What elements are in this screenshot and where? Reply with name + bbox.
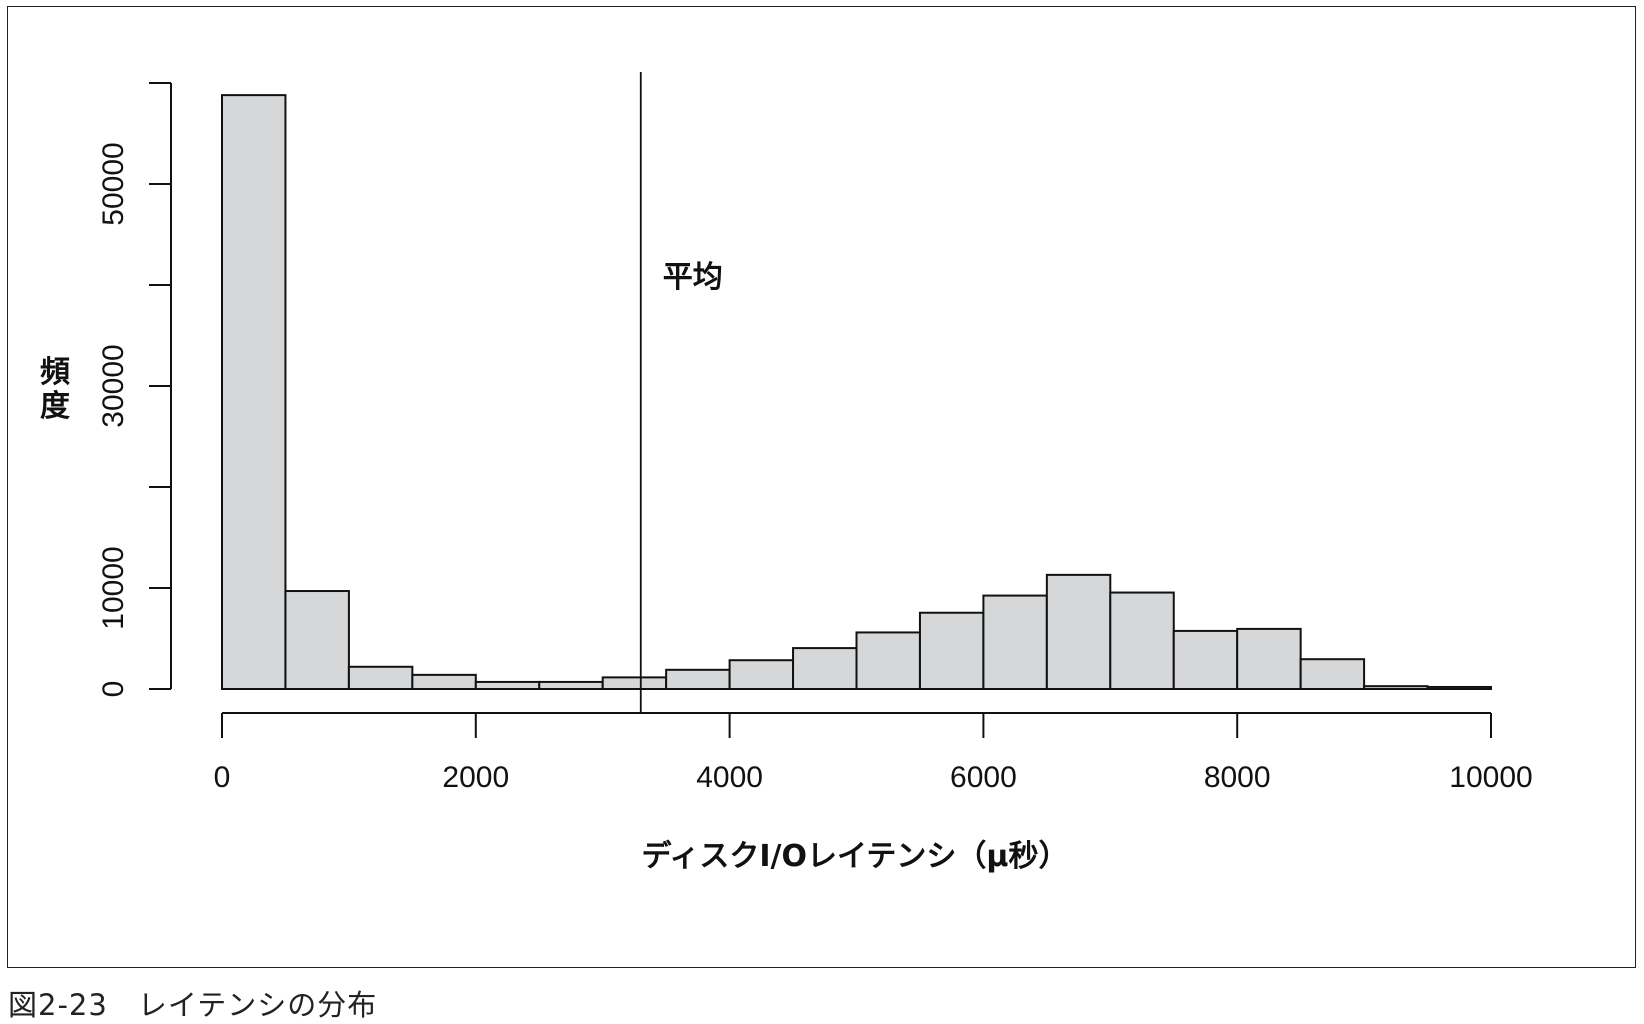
x-tick-label: 8000 [1204, 761, 1271, 794]
histogram-chart: 平均 0 2000 4000 6000 8000 10000 0 10000 30000 500… [40, 72, 1533, 874]
x-tick-label: 0 [214, 761, 231, 794]
y-axis: 0 10000 30000 50000 [97, 82, 172, 698]
histogram-bar [1299, 658, 1366, 691]
histogram-bar [411, 673, 477, 690]
histogram-bar [284, 590, 350, 691]
histogram-bar [665, 668, 731, 690]
histogram-bar [221, 94, 287, 691]
histogram-bar [728, 659, 795, 691]
histogram-bar [1045, 573, 1112, 690]
x-axis: 0 2000 4000 6000 8000 10000 [214, 712, 1533, 794]
histogram-bar [792, 647, 858, 690]
x-tick-label: 10000 [1449, 761, 1532, 794]
histogram-bar [1426, 685, 1493, 690]
histogram-bar [1172, 629, 1239, 690]
y-tick-label: 50000 [97, 142, 130, 225]
histogram-bar [1236, 627, 1302, 691]
histogram-bar [1363, 685, 1429, 690]
histogram-bar [474, 680, 541, 690]
mean-marker: 平均 [639, 72, 723, 713]
x-tick-label: 4000 [696, 761, 763, 794]
x-tick-label: 2000 [442, 761, 509, 794]
y-tick-label: 30000 [97, 344, 130, 427]
y-axis-title: 頻度 [40, 355, 70, 424]
histogram-bar [982, 594, 1048, 691]
y-tick-label: 0 [97, 681, 130, 698]
histogram-bar [538, 680, 604, 690]
histogram-bar [601, 676, 668, 691]
y-tick-label: 10000 [97, 546, 130, 629]
x-tick-label: 6000 [950, 761, 1017, 794]
histogram-bar [1109, 591, 1175, 690]
histogram-bar [918, 611, 985, 690]
mean-label: 平均 [663, 260, 723, 295]
histogram-bar [347, 665, 414, 691]
histogram-bars [221, 94, 1493, 691]
figure-caption: 図2-23 レイテンシの分布 [8, 988, 378, 1022]
x-axis-title: ディスクI/Oレイテンシ（μ秒） [642, 839, 1069, 874]
histogram-bar [855, 631, 921, 691]
